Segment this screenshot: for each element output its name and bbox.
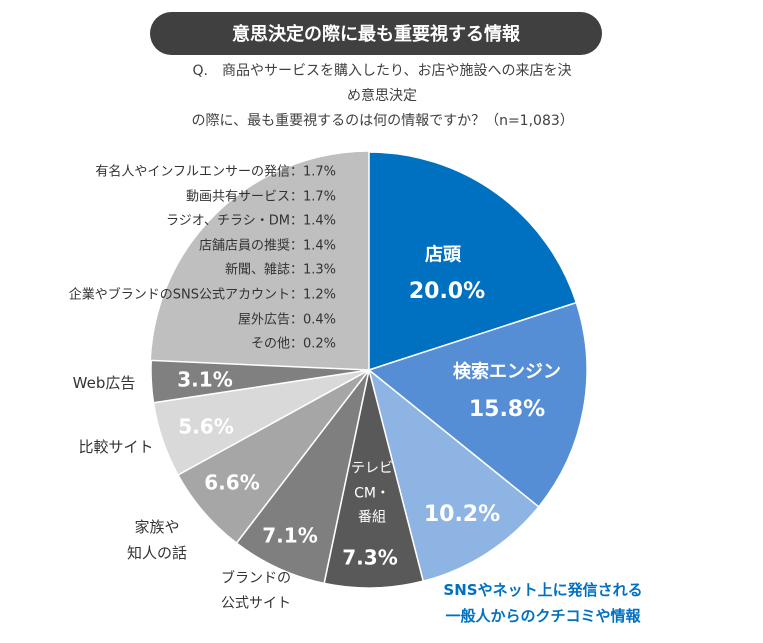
pie-slice bbox=[323, 369, 425, 589]
slice-label: 店頭 bbox=[425, 244, 461, 266]
value-label: ：1.4% bbox=[289, 238, 336, 254]
item-label: 屋外広告 bbox=[237, 312, 290, 328]
item-label: 新聞、雑誌 bbox=[224, 262, 290, 278]
pie-slice bbox=[367, 301, 588, 508]
list-item: 動画共有サービス：1.7% bbox=[186, 185, 336, 204]
value-label: ：0.4% bbox=[289, 312, 336, 328]
value-label: 10.2% bbox=[423, 501, 501, 527]
slice-label: 比較サイト bbox=[78, 437, 154, 456]
value-label: ：0.2% bbox=[289, 336, 336, 352]
item-label: 動画共有サービス bbox=[185, 189, 290, 205]
slice-label: 家族や 知人の話 bbox=[126, 517, 188, 562]
value-label: 15.8% bbox=[468, 396, 546, 422]
list-item: 屋外広告：0.4% bbox=[238, 308, 336, 327]
value-label: ：1.3% bbox=[289, 262, 336, 278]
value-label: ：1.2% bbox=[289, 287, 336, 303]
slice-label: SNSやネット上に発信される 一般人からのクチコミや情報 bbox=[443, 580, 643, 625]
item-label: 店舗店員の推奨 bbox=[198, 238, 290, 254]
list-item: ラジオ、チラシ・DM：1.4% bbox=[166, 210, 336, 229]
pie-slice bbox=[367, 367, 540, 583]
slice-label: Web広告 bbox=[72, 373, 136, 392]
list-item: その他：0.2% bbox=[251, 333, 336, 352]
item-label: その他 bbox=[250, 336, 290, 352]
value-label: 7.1% bbox=[262, 523, 318, 548]
pie-slice bbox=[192, 151, 370, 371]
value-label: ：1.4% bbox=[289, 213, 336, 229]
item-label: 有名人やインフルエンサーの発信 bbox=[95, 164, 290, 180]
slice-label: テレビ CM・ 番組 bbox=[351, 460, 393, 526]
list-item: 新聞、雑誌：1.3% bbox=[225, 259, 336, 278]
slice-label: ブランドの 公式サイト bbox=[221, 570, 291, 612]
list-item: 店舗店員の推奨：1.4% bbox=[199, 234, 336, 253]
list-item: 企業やブランドのSNS公式アカウント：1.2% bbox=[69, 284, 336, 303]
value-label: 6.6% bbox=[204, 470, 260, 495]
pie-slice bbox=[150, 359, 370, 404]
item-label: ラジオ、チラシ・DM bbox=[166, 213, 290, 229]
list-item: 有名人やインフルエンサーの発信：1.7% bbox=[95, 161, 336, 180]
item-label: 企業やブランドのSNS公式アカウント bbox=[68, 287, 290, 303]
chart-subtitle: Q. 商品やサービスを購入したり、お店や施設への来店を決め意思決定 の際に、最も… bbox=[191, 63, 574, 130]
value-label: ：1.7% bbox=[289, 189, 336, 205]
pie-slice bbox=[368, 151, 578, 372]
value-label: 3.1% bbox=[177, 367, 233, 392]
value-label: 20.0% bbox=[408, 278, 486, 304]
value-label: 5.6% bbox=[178, 414, 234, 439]
value-label: 7.3% bbox=[342, 545, 398, 570]
title-background bbox=[150, 12, 602, 55]
slice-label: 検索エンジン bbox=[453, 361, 561, 383]
chart-title: 意思決定の際に最も重要視する情報 bbox=[232, 24, 520, 45]
value-label: ：1.7% bbox=[289, 164, 336, 180]
